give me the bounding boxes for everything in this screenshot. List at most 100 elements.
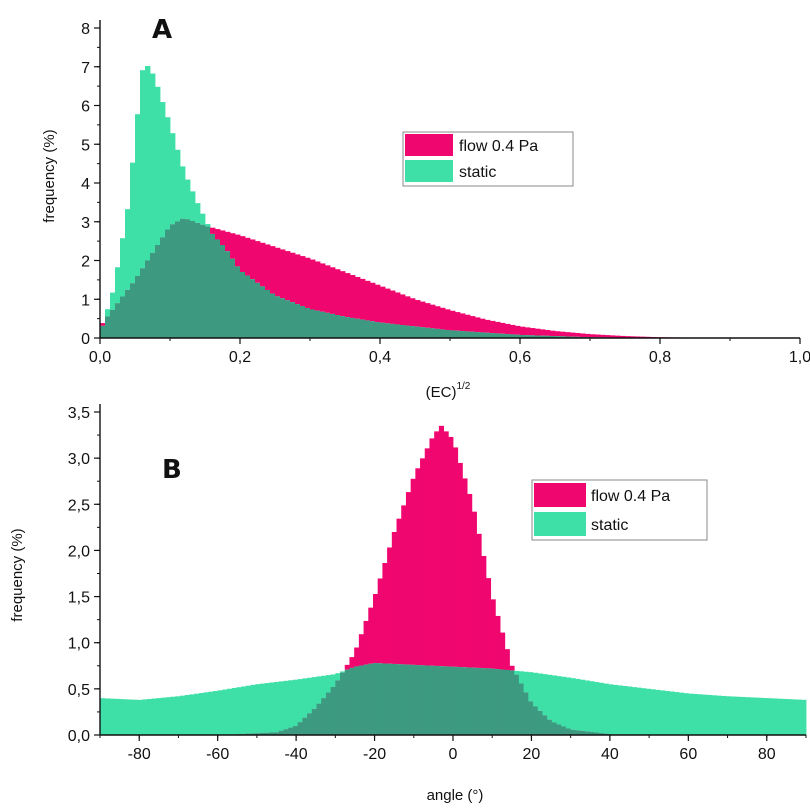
a-bar-overlap — [310, 309, 316, 338]
a-bar-overlap — [265, 289, 271, 338]
b-bar-upper — [551, 675, 557, 723]
a-bar-upper — [260, 242, 266, 287]
b-bar-upper — [457, 462, 463, 668]
a-bar-overlap — [405, 325, 411, 338]
a-bar-upper — [150, 73, 156, 253]
b-bar-overlap — [443, 666, 449, 735]
a-bar-upper — [525, 327, 531, 336]
b-bar-upper — [725, 696, 732, 735]
a-bar-upper — [315, 261, 321, 311]
b-bar-upper — [754, 697, 760, 735]
b-bar-upper — [212, 691, 219, 735]
a-bar-overlap — [365, 320, 371, 338]
b-bar-overlap — [401, 664, 407, 735]
a-bar-overlap — [195, 222, 201, 338]
a-bar-overlap — [420, 327, 426, 338]
b-bar-overlap — [537, 710, 543, 735]
b-bar-overlap — [387, 663, 393, 735]
a-bar-upper — [135, 114, 141, 276]
a-bar-upper — [490, 320, 496, 334]
a-bar-upper — [100, 323, 106, 326]
b-bar-overlap — [434, 665, 440, 735]
a-bar-overlap — [455, 330, 461, 338]
b-bar-upper — [405, 492, 412, 665]
a-bar-upper — [300, 256, 306, 307]
b-bar-upper — [523, 671, 529, 693]
a-bar-upper — [640, 336, 646, 338]
panel-a-legend-flow-swatch — [405, 134, 453, 156]
a-bar-overlap — [440, 329, 446, 338]
a-bar-overlap — [225, 251, 231, 338]
a-bar-upper — [140, 70, 146, 269]
a-bar-upper — [610, 335, 616, 338]
b-x-tick-label: 80 — [758, 746, 776, 763]
b-bar-overlap — [325, 692, 332, 735]
a-bar-upper — [235, 234, 241, 267]
b-bar-upper — [721, 695, 727, 735]
a-bar-upper — [230, 233, 236, 259]
b-bar-upper — [481, 555, 487, 669]
a-bar-overlap — [550, 335, 556, 338]
a-bar-overlap — [140, 268, 146, 338]
a-bar-upper — [220, 230, 226, 245]
a-bar-overlap — [100, 325, 106, 338]
b-bar-upper — [791, 699, 797, 735]
b-bar-upper — [631, 687, 637, 735]
b-bar-overlap — [255, 733, 261, 735]
a-bar-overlap — [275, 296, 281, 338]
b-bar-overlap — [490, 668, 496, 735]
b-bar-overlap — [495, 669, 501, 735]
a-bar-upper — [515, 325, 521, 335]
a-bar-overlap — [375, 322, 381, 338]
a-bar-overlap — [380, 322, 386, 338]
b-bar-upper — [485, 578, 492, 669]
b-y-tick-label: 0,0 — [68, 728, 90, 745]
b-bar-overlap — [278, 730, 284, 735]
a-y-tick-label: 3 — [81, 215, 90, 232]
b-bar-upper — [302, 678, 308, 718]
a-bar-upper — [245, 237, 251, 276]
b-bar-upper — [241, 686, 247, 734]
b-bar-overlap — [509, 670, 515, 735]
a-bar-overlap — [525, 335, 531, 338]
a-bar-upper — [445, 309, 451, 330]
panel-a-x-axis-label-superscript: 1/2 — [456, 381, 470, 392]
b-bar-overlap — [580, 730, 586, 735]
b-bar-upper — [533, 672, 539, 707]
a-bar-upper — [345, 273, 351, 318]
b-bar-upper — [137, 699, 143, 735]
a-bar-upper — [295, 254, 301, 305]
b-bar-upper — [655, 689, 661, 735]
a-bar-overlap — [190, 221, 196, 338]
a-bar-upper — [330, 267, 336, 314]
a-bar-overlap — [555, 336, 561, 338]
b-y-tick-label: 3,0 — [68, 451, 90, 468]
b-bar-overlap — [363, 664, 369, 735]
a-bar-overlap — [220, 245, 226, 338]
b-bar-upper — [278, 681, 284, 731]
panel-a-legend: flow 0.4 Pa static — [402, 131, 574, 187]
b-bar-overlap — [547, 719, 553, 735]
b-bar-upper — [227, 688, 233, 735]
b-bar-overlap — [405, 664, 412, 735]
a-bar-overlap — [235, 266, 241, 338]
a-bar-overlap — [245, 275, 251, 338]
b-bar-upper — [283, 680, 289, 730]
panel-b-axes: -80 -60 -40 -20 0 20 40 60 80 0,0 0,5 1,0 1,5 2,0 2,5 3… — [68, 404, 807, 763]
b-bar-upper — [758, 697, 765, 735]
a-bar-overlap — [295, 304, 301, 338]
a-bar-upper — [410, 298, 416, 327]
panel-b-legend: flow 0.4 Pa static — [531, 479, 708, 541]
b-bar-upper — [288, 680, 294, 728]
b-bar-upper — [147, 698, 153, 735]
b-x-tick-label: 20 — [523, 746, 541, 763]
b-bar-upper — [123, 699, 129, 735]
a-bar-upper — [465, 314, 471, 332]
b-bar-upper — [156, 698, 162, 735]
a-bar-upper — [520, 326, 526, 335]
a-bar-upper — [195, 203, 201, 223]
a-bar-overlap — [345, 317, 351, 338]
b-bar-upper — [175, 696, 181, 735]
panel-a-x-axis-label-main: (EC) — [426, 384, 457, 401]
a-bar-upper — [250, 239, 256, 280]
